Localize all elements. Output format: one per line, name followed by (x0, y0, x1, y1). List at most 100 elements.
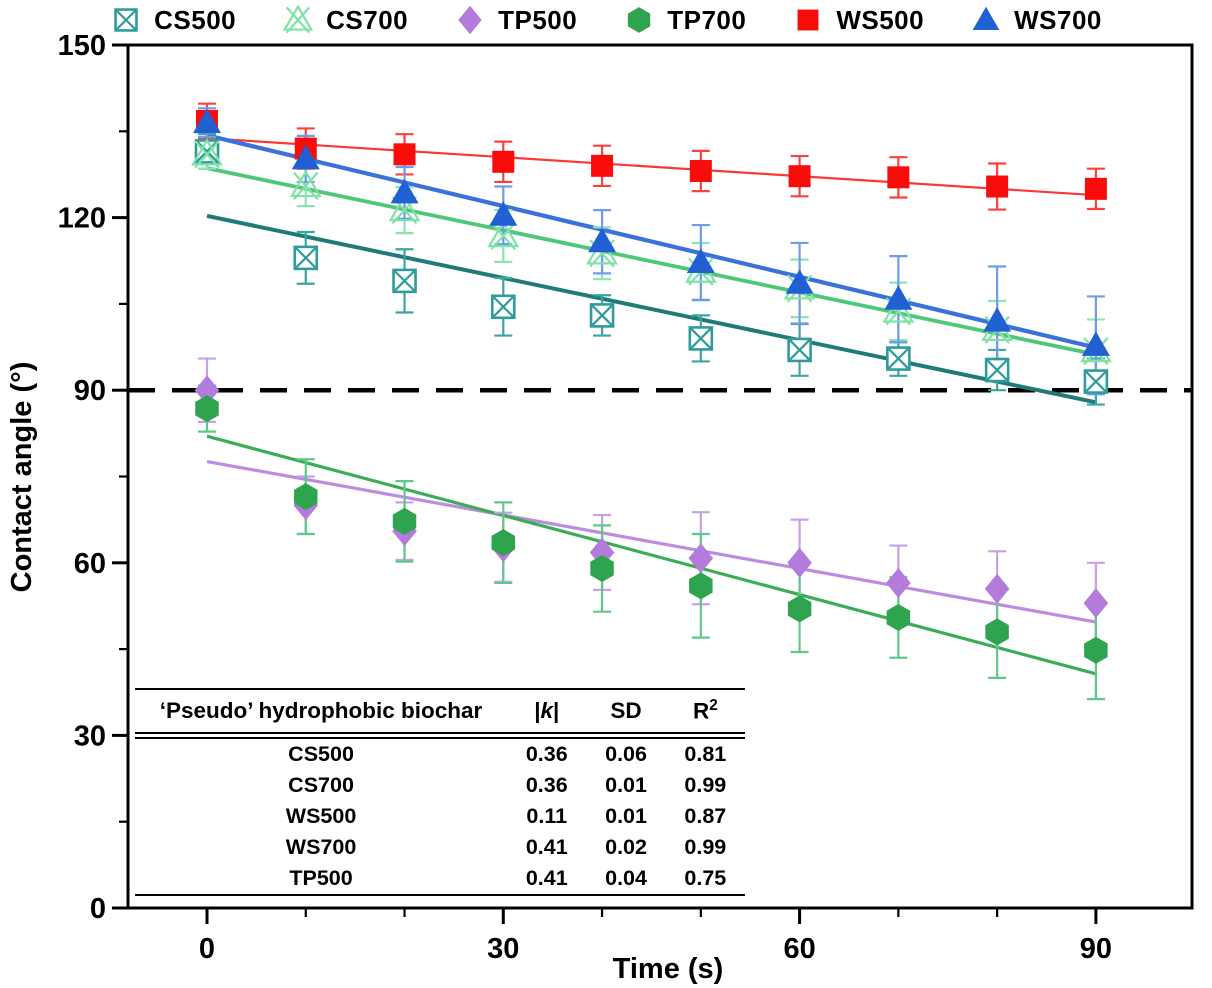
data-point-CS500-t90 (1083, 369, 1109, 394)
fit-line-CS500 (206, 213, 1097, 405)
legend-item-CS700: CS700 (282, 4, 408, 36)
table-cell: 0.87 (684, 804, 727, 828)
table-cell: 0.41 (525, 835, 568, 859)
fit-line-TP500 (206, 459, 1097, 624)
series-TP700 (195, 395, 1108, 664)
fit-parameters-table: ‘Pseudo’ hydrophobic biochar |k| SD R2 CS500… (135, 688, 745, 896)
data-point-WS500-t70 (887, 166, 910, 189)
chart-legend: CS500 CS700 TP500 TP700 WS500 WS700 (0, 2, 1212, 38)
legend-marker-WS700-icon (972, 6, 1000, 30)
y-tick-label-30: 30 (74, 720, 106, 752)
data-point-TP700-t10 (294, 483, 318, 511)
table-cell: 0.01 (605, 804, 647, 828)
legend-label: WS500 (836, 4, 925, 35)
table-header-cell: SD (610, 698, 642, 723)
y-tick-label-150: 150 (58, 30, 106, 62)
table-row-WS700: WS700 0.41 0.02 0.99 (135, 832, 745, 863)
legend-marker-WS500-icon (797, 9, 819, 31)
y-axis-title: Contact angle (°) (6, 362, 38, 593)
legend-item-TP500: TP500 (454, 4, 577, 36)
data-point-TP700-t80 (985, 618, 1009, 646)
table-cell: WS500 (285, 804, 357, 828)
table-rule (135, 732, 745, 739)
fit-line-TP700 (206, 434, 1097, 676)
data-point-TP500-t50 (688, 543, 714, 574)
y-tick-label-90: 90 (74, 375, 106, 407)
data-point-CS500-t80 (984, 357, 1010, 383)
table-row-WS500: WS500 0.11 0.01 0.87 (135, 801, 745, 832)
data-point-TP500-t60 (787, 547, 812, 578)
table-cell: 0.36 (525, 742, 568, 766)
data-point-WS500-t20 (393, 143, 416, 166)
legend-marker-CS500-icon (114, 8, 138, 32)
table-cell: 0.99 (684, 835, 727, 859)
x-tick-label-60: 60 (783, 933, 815, 965)
table-header-cell: ‘Pseudo’ hydrophobic biochar (159, 698, 483, 723)
series-TP500 (194, 375, 1109, 619)
data-point-TP700-t60 (787, 595, 812, 623)
series-CS700 (191, 138, 1112, 366)
legend-item-CS500: CS500 (110, 4, 236, 36)
data-point-WS700-t60 (785, 269, 814, 294)
table-cell: CS700 (288, 773, 354, 797)
data-point-WS700-t70 (884, 285, 913, 310)
table-cell: 0.04 (605, 866, 647, 890)
x-tick-label-0: 0 (199, 933, 215, 965)
data-point-WS500-t50 (689, 160, 712, 183)
data-point-WS500-t90 (1084, 177, 1107, 200)
data-point-WS700-t20 (390, 178, 419, 204)
fit-line-CS700 (206, 166, 1097, 357)
data-point-CS500-t70 (886, 346, 911, 371)
table-cell: 0.99 (684, 773, 727, 797)
legend-label: TP700 (667, 4, 747, 35)
data-point-WS500-t40 (591, 154, 614, 177)
x-tick-label-90: 90 (1080, 933, 1112, 965)
legend-item-TP700: TP700 (623, 4, 746, 36)
data-point-CS700-t30 (487, 219, 520, 251)
data-point-WS700-t40 (588, 227, 617, 253)
table-cell: 0.02 (605, 835, 647, 859)
errorbars-CS500 (198, 133, 1105, 406)
table-rule (135, 688, 745, 690)
table-cell: 0.81 (684, 742, 727, 766)
data-point-CS500-t10 (293, 245, 319, 271)
data-point-TP700-t0 (195, 395, 219, 423)
table-cell: 0.01 (605, 773, 647, 797)
data-point-TP500-t0 (194, 375, 220, 406)
y-tick-label-120: 120 (58, 203, 106, 235)
data-point-WS700-t0 (193, 108, 221, 134)
table-row-CS500: CS500 0.36 0.06 0.81 (135, 739, 745, 770)
fit-line-WS500 (206, 137, 1096, 197)
legend-marker-TP700-icon (628, 7, 651, 33)
data-point-TP700-t40 (590, 555, 614, 583)
data-point-TP700-t90 (1084, 636, 1108, 664)
data-point-WS700-t90 (1081, 331, 1110, 356)
legend-label: CS700 (326, 4, 409, 35)
y-tick-label-60: 60 (74, 548, 106, 580)
legend-marker-TP500-icon (458, 5, 482, 35)
data-point-TP700-t70 (886, 603, 911, 631)
legend-item-WS500: WS500 (792, 4, 924, 36)
data-point-TP500-t70 (886, 567, 911, 598)
legend-label: WS700 (1014, 4, 1102, 35)
table-row-TP500: TP500 0.41 0.04 0.75 (135, 863, 745, 894)
data-point-WS500-t30 (492, 150, 515, 173)
series-WS500 (196, 109, 1107, 200)
legend-marker-CS700-icon (282, 4, 314, 34)
table-cell: 0.75 (684, 866, 727, 890)
data-point-CS700-t0 (191, 138, 223, 169)
data-point-WS700-t50 (686, 248, 715, 273)
series-WS700 (193, 108, 1110, 356)
data-point-WS700-t80 (983, 307, 1012, 332)
data-point-CS500-t20 (392, 268, 417, 294)
table-cell: 0.11 (526, 804, 568, 828)
x-tick-label-30: 30 (487, 933, 519, 965)
legend-label: TP500 (498, 4, 578, 35)
errorbars-WS700 (198, 107, 1105, 396)
table-header-cell: R2 (692, 697, 718, 724)
data-point-WS700-t30 (489, 201, 518, 226)
x-axis-title: Time (s) (613, 953, 724, 985)
axis-ticks: 0 30 60 90 0 30 60 90 120 150 (58, 30, 1112, 965)
